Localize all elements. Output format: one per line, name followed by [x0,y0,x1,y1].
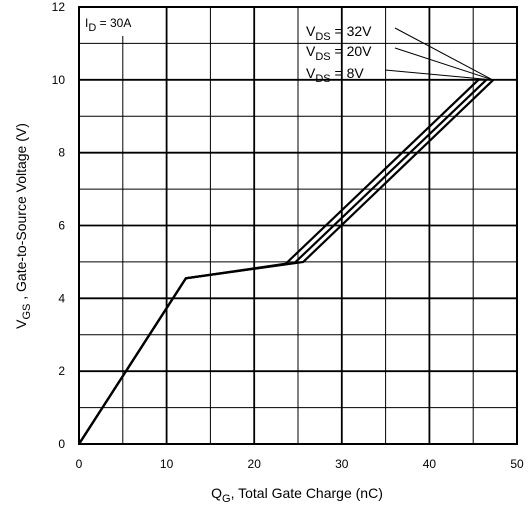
y-tick-label: 0 [58,437,65,451]
y-tick-label: 12 [52,0,66,14]
series-line [78,79,480,445]
tick-labels: 0 10 20 30 40 50 0 2 4 6 8 10 12 [52,0,524,471]
y-tick-label: 4 [58,291,65,305]
x-tick-label: 50 [510,457,524,471]
series-label: VDS = 8V [306,65,364,85]
x-tick-label: 30 [335,457,349,471]
y-tick-label: 10 [52,73,66,87]
plot-border [78,6,518,445]
annotation-backing [80,8,154,36]
grid [78,6,518,445]
callout-leader [384,69,493,81]
plot-frame [78,6,518,445]
callout-leader [394,27,493,81]
x-tick-label: 20 [248,457,262,471]
series-label: VDS = 32V [306,23,372,43]
series-lines [78,79,495,445]
y-tick-label: 8 [58,146,65,160]
id-annotation: ID = 30A [85,16,131,34]
x-tick-label: 10 [160,457,174,471]
series-label: VDS = 20V [306,43,372,63]
callout-leader [394,47,493,81]
x-tick-label: 0 [76,457,83,471]
y-axis-label: VGS , Gate-to-Source Voltage (V) [13,123,33,329]
y-tick-label: 2 [58,364,65,378]
y-tick-label: 6 [58,219,65,233]
x-axis-label: QG, Total Gate Charge (nC) [211,485,383,505]
x-tick-label: 40 [423,457,437,471]
